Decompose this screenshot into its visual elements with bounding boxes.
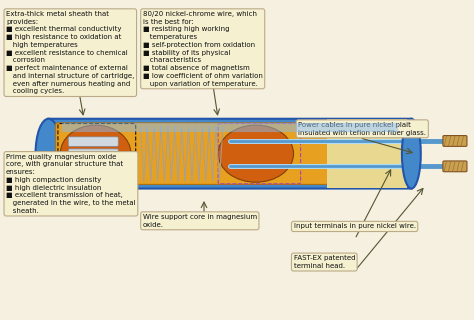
Text: Extra-thick metal sheath that
provides:
■ excellent thermal conductivity
■ high : Extra-thick metal sheath that provides: …	[6, 11, 135, 94]
FancyBboxPatch shape	[443, 136, 467, 146]
FancyBboxPatch shape	[68, 161, 118, 171]
Text: Power cables in pure nickel plait
insulated with teflon and fiber glass.: Power cables in pure nickel plait insula…	[298, 122, 426, 136]
FancyBboxPatch shape	[68, 149, 118, 158]
Ellipse shape	[60, 125, 131, 182]
FancyBboxPatch shape	[68, 137, 118, 146]
Ellipse shape	[218, 125, 293, 182]
Ellipse shape	[36, 119, 62, 188]
FancyBboxPatch shape	[62, 123, 398, 132]
Text: 80/20 nickel-chrome wire, which
is the best for:
■ resisting high working
   tem: 80/20 nickel-chrome wire, which is the b…	[143, 11, 263, 87]
FancyBboxPatch shape	[48, 119, 411, 188]
FancyBboxPatch shape	[327, 119, 407, 188]
Text: Input terminals in pure nickel wire.: Input terminals in pure nickel wire.	[293, 223, 416, 229]
Ellipse shape	[402, 119, 421, 188]
Text: Wire support core in magnesium
oxide.: Wire support core in magnesium oxide.	[143, 214, 257, 228]
Text: FAST-EX patented
terminal head.: FAST-EX patented terminal head.	[293, 255, 355, 269]
FancyBboxPatch shape	[55, 123, 357, 184]
FancyBboxPatch shape	[443, 161, 467, 172]
Text: Prime quality magnesium oxide
core, with granular structure that
ensures:
■ high: Prime quality magnesium oxide core, with…	[6, 154, 136, 214]
